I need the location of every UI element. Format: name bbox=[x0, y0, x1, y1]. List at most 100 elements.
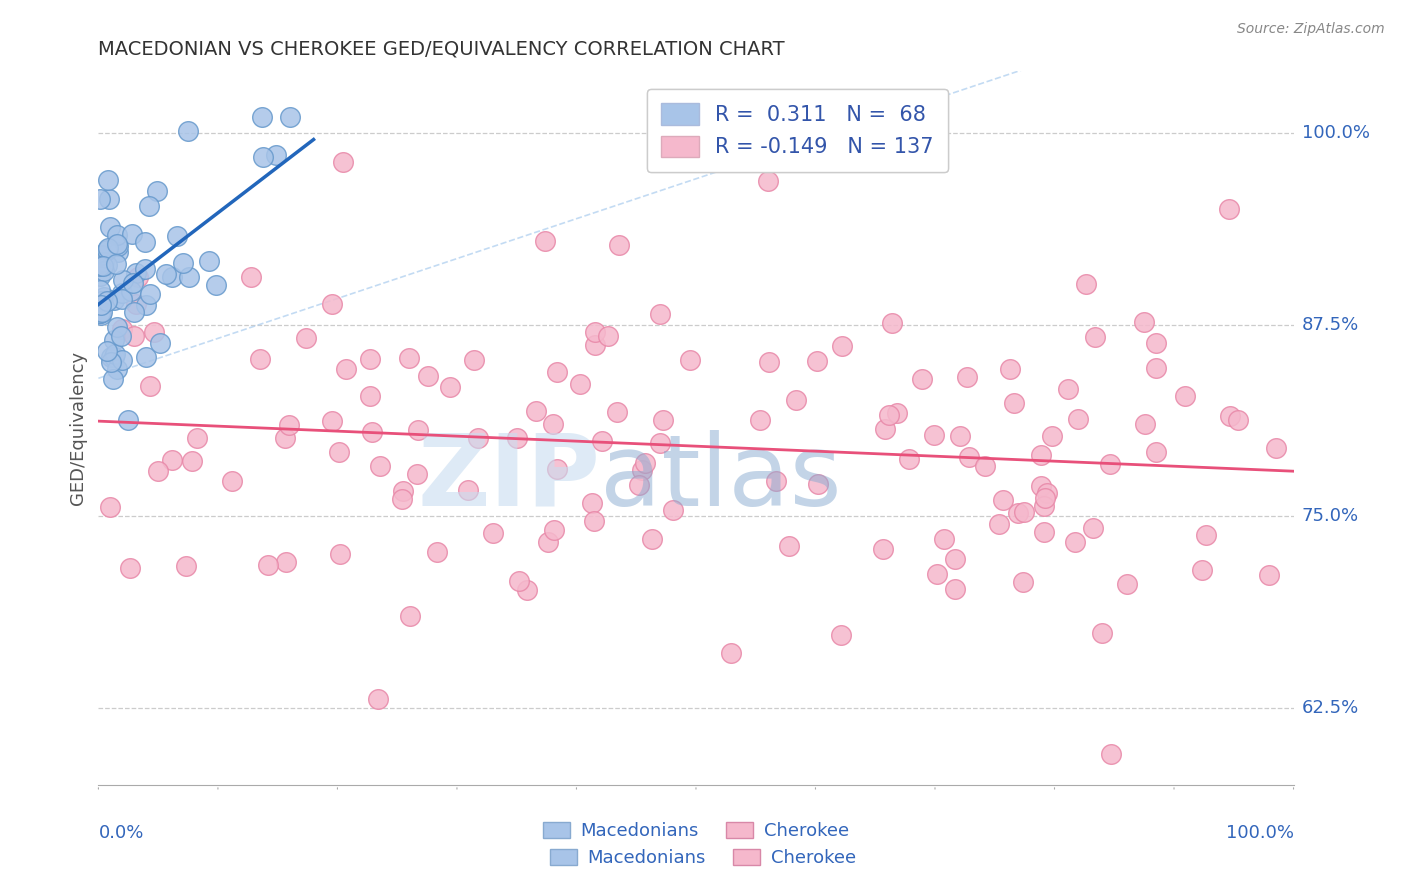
Point bbox=[583, 325, 606, 339]
Point bbox=[118, 561, 141, 575]
Point bbox=[329, 547, 352, 561]
Point bbox=[205, 278, 228, 293]
Point bbox=[508, 574, 530, 588]
Point bbox=[898, 451, 921, 466]
Point bbox=[89, 306, 111, 320]
Point bbox=[160, 269, 183, 284]
Point bbox=[89, 284, 111, 298]
Text: atlas: atlas bbox=[600, 430, 842, 526]
Legend: R =  0.311   N =  68, R = -0.149   N = 137: R = 0.311 N = 68, R = -0.149 N = 137 bbox=[647, 89, 949, 172]
Point bbox=[1195, 528, 1218, 542]
Point bbox=[117, 413, 139, 427]
Point bbox=[957, 450, 980, 464]
Point bbox=[359, 351, 381, 366]
Point bbox=[328, 445, 350, 459]
Point bbox=[1098, 457, 1121, 471]
Point bbox=[806, 354, 828, 368]
Text: 75.0%: 75.0% bbox=[1302, 508, 1360, 525]
Point bbox=[785, 393, 807, 408]
Point bbox=[361, 425, 384, 439]
Point bbox=[160, 452, 183, 467]
Point bbox=[1067, 412, 1090, 426]
Point bbox=[250, 111, 273, 125]
Point bbox=[90, 308, 112, 322]
Text: 0.0%: 0.0% bbox=[98, 824, 143, 842]
Point bbox=[122, 276, 145, 290]
Point bbox=[91, 259, 114, 273]
Point bbox=[398, 351, 420, 365]
Point bbox=[609, 238, 631, 252]
Point bbox=[1033, 525, 1056, 540]
Point bbox=[398, 608, 420, 623]
Text: ZIP: ZIP bbox=[418, 430, 600, 526]
Point bbox=[89, 306, 111, 320]
Point bbox=[105, 319, 128, 334]
Point bbox=[1063, 535, 1085, 549]
Point bbox=[991, 493, 1014, 508]
Point bbox=[439, 380, 461, 394]
Point bbox=[886, 406, 908, 420]
Point bbox=[872, 541, 894, 556]
Point bbox=[139, 287, 162, 301]
Point bbox=[221, 475, 243, 489]
Point bbox=[524, 404, 547, 418]
Point bbox=[100, 500, 122, 514]
Point bbox=[239, 270, 262, 285]
Point bbox=[110, 329, 132, 343]
Point bbox=[124, 305, 146, 319]
Point bbox=[111, 286, 134, 301]
Point bbox=[93, 255, 115, 269]
Point bbox=[90, 298, 112, 312]
Point bbox=[91, 304, 114, 318]
Point bbox=[1029, 479, 1052, 493]
Point bbox=[949, 429, 972, 443]
Point bbox=[96, 293, 118, 308]
Text: 62.5%: 62.5% bbox=[1302, 699, 1360, 717]
Point bbox=[758, 355, 780, 369]
Point bbox=[830, 628, 852, 642]
Point bbox=[177, 269, 200, 284]
Point bbox=[911, 372, 934, 386]
Point bbox=[97, 173, 120, 187]
Point bbox=[89, 192, 111, 206]
Point bbox=[100, 354, 122, 368]
Point bbox=[370, 458, 392, 473]
Point bbox=[138, 199, 160, 213]
Point bbox=[110, 353, 132, 368]
Point bbox=[831, 339, 853, 353]
Point bbox=[107, 245, 129, 260]
Point bbox=[120, 284, 142, 298]
Point bbox=[631, 463, 654, 477]
Point bbox=[321, 296, 343, 310]
Point bbox=[89, 259, 111, 273]
Point bbox=[720, 646, 742, 660]
Point bbox=[591, 434, 613, 449]
Point bbox=[568, 376, 591, 391]
Point bbox=[627, 477, 650, 491]
Point bbox=[172, 256, 194, 270]
Point bbox=[778, 539, 800, 553]
Point bbox=[335, 362, 357, 376]
Y-axis label: GED/Equivalency: GED/Equivalency bbox=[69, 351, 87, 505]
Point bbox=[277, 417, 299, 432]
Point bbox=[974, 459, 997, 474]
Point bbox=[103, 293, 125, 307]
Point bbox=[634, 456, 657, 470]
Point bbox=[457, 483, 479, 497]
Point bbox=[134, 235, 156, 249]
Point bbox=[641, 532, 664, 546]
Point bbox=[1174, 389, 1197, 403]
Point bbox=[1144, 445, 1167, 459]
Point bbox=[321, 414, 343, 428]
Point bbox=[943, 582, 966, 596]
Point bbox=[105, 237, 128, 252]
Point bbox=[198, 253, 221, 268]
Point bbox=[583, 338, 606, 352]
Point bbox=[1218, 202, 1240, 216]
Point bbox=[1133, 417, 1156, 432]
Point bbox=[1219, 409, 1241, 424]
Point bbox=[807, 477, 830, 491]
Point bbox=[125, 266, 148, 280]
Point bbox=[176, 124, 198, 138]
Point bbox=[582, 514, 605, 528]
